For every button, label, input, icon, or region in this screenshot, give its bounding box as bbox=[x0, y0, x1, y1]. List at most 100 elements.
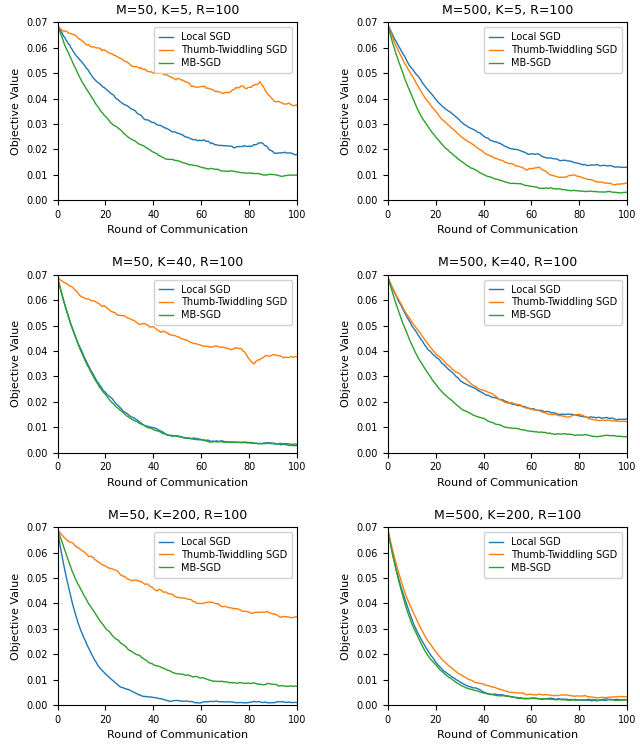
Thumb-Twiddling SGD bbox=[288, 613, 296, 622]
MB-SGD bbox=[154, 662, 162, 671]
Thumb-Twiddling SGD bbox=[154, 585, 162, 594]
Thumb-Twiddling SGD bbox=[603, 178, 611, 187]
Line: Local SGD: Local SGD bbox=[388, 278, 627, 420]
MB-SGD bbox=[513, 424, 521, 433]
Line: MB-SGD: MB-SGD bbox=[388, 530, 627, 700]
MB-SGD bbox=[76, 582, 83, 591]
MB-SGD bbox=[484, 172, 492, 181]
Line: Local SGD: Local SGD bbox=[58, 278, 297, 445]
Local SGD bbox=[76, 341, 83, 350]
Local SGD bbox=[293, 150, 301, 159]
MB-SGD bbox=[472, 411, 479, 420]
MB-SGD bbox=[54, 524, 61, 533]
MB-SGD bbox=[618, 189, 625, 198]
Thumb-Twiddling SGD bbox=[513, 400, 521, 409]
Legend: Local SGD, Thumb-Twiddling SGD, MB-SGD: Local SGD, Thumb-Twiddling SGD, MB-SGD bbox=[484, 280, 622, 325]
Line: MB-SGD: MB-SGD bbox=[58, 278, 297, 445]
Thumb-Twiddling SGD bbox=[54, 22, 61, 31]
Local SGD bbox=[484, 391, 492, 400]
Local SGD bbox=[472, 384, 479, 393]
X-axis label: Round of Communication: Round of Communication bbox=[107, 730, 248, 740]
Thumb-Twiddling SGD bbox=[274, 351, 282, 360]
Line: Thumb-Twiddling SGD: Thumb-Twiddling SGD bbox=[58, 26, 297, 106]
Y-axis label: Objective Value: Objective Value bbox=[11, 572, 21, 659]
MB-SGD bbox=[183, 433, 191, 442]
Local SGD bbox=[604, 695, 612, 704]
X-axis label: Round of Communication: Round of Communication bbox=[437, 225, 578, 236]
Thumb-Twiddling SGD bbox=[273, 610, 280, 619]
Local SGD bbox=[293, 441, 301, 450]
Thumb-Twiddling SGD bbox=[385, 24, 393, 33]
Local SGD bbox=[154, 425, 162, 434]
Local SGD bbox=[384, 273, 392, 282]
MB-SGD bbox=[406, 335, 413, 344]
Line: Thumb-Twiddling SGD: Thumb-Twiddling SGD bbox=[388, 25, 627, 185]
Thumb-Twiddling SGD bbox=[384, 21, 392, 30]
Local SGD bbox=[513, 693, 521, 702]
MB-SGD bbox=[293, 440, 301, 449]
Local SGD bbox=[623, 414, 631, 423]
MB-SGD bbox=[273, 680, 280, 689]
Thumb-Twiddling SGD bbox=[293, 612, 301, 621]
Local SGD bbox=[472, 126, 479, 135]
MB-SGD bbox=[406, 85, 413, 94]
Local SGD bbox=[293, 698, 301, 707]
X-axis label: Round of Communication: Round of Communication bbox=[437, 478, 578, 488]
Local SGD bbox=[406, 608, 413, 617]
Line: MB-SGD: MB-SGD bbox=[388, 25, 627, 193]
Thumb-Twiddling SGD bbox=[293, 352, 301, 361]
Y-axis label: Objective Value: Objective Value bbox=[11, 68, 21, 155]
Line: MB-SGD: MB-SGD bbox=[58, 25, 297, 176]
Thumb-Twiddling SGD bbox=[623, 178, 631, 187]
MB-SGD bbox=[141, 655, 148, 664]
MB-SGD bbox=[623, 188, 631, 197]
Thumb-Twiddling SGD bbox=[76, 34, 83, 43]
MB-SGD bbox=[55, 24, 63, 33]
Thumb-Twiddling SGD bbox=[76, 290, 83, 299]
MB-SGD bbox=[284, 682, 291, 691]
Thumb-Twiddling SGD bbox=[385, 276, 393, 285]
Local SGD bbox=[242, 698, 250, 707]
MB-SGD bbox=[513, 694, 521, 703]
Thumb-Twiddling SGD bbox=[385, 530, 393, 539]
Local SGD bbox=[183, 697, 191, 706]
Thumb-Twiddling SGD bbox=[55, 275, 63, 283]
Local SGD bbox=[292, 151, 300, 160]
Local SGD bbox=[612, 416, 620, 424]
Thumb-Twiddling SGD bbox=[183, 336, 191, 345]
Local SGD bbox=[55, 533, 63, 542]
Thumb-Twiddling SGD bbox=[55, 527, 63, 536]
Legend: Local SGD, Thumb-Twiddling SGD, MB-SGD: Local SGD, Thumb-Twiddling SGD, MB-SGD bbox=[484, 28, 622, 73]
Local SGD bbox=[55, 23, 63, 32]
Y-axis label: Objective Value: Objective Value bbox=[11, 320, 21, 407]
Local SGD bbox=[513, 145, 521, 154]
Local SGD bbox=[141, 115, 148, 124]
Thumb-Twiddling SGD bbox=[513, 689, 521, 698]
MB-SGD bbox=[385, 25, 393, 34]
MB-SGD bbox=[603, 187, 611, 196]
MB-SGD bbox=[54, 273, 61, 282]
Local SGD bbox=[513, 401, 521, 410]
Legend: Local SGD, Thumb-Twiddling SGD, MB-SGD: Local SGD, Thumb-Twiddling SGD, MB-SGD bbox=[154, 28, 292, 73]
Thumb-Twiddling SGD bbox=[472, 678, 479, 687]
MB-SGD bbox=[55, 278, 63, 287]
Legend: Local SGD, Thumb-Twiddling SGD, MB-SGD: Local SGD, Thumb-Twiddling SGD, MB-SGD bbox=[154, 280, 292, 325]
Thumb-Twiddling SGD bbox=[250, 360, 258, 369]
Y-axis label: Objective Value: Objective Value bbox=[341, 68, 351, 155]
MB-SGD bbox=[55, 528, 63, 537]
Title: M=500, K=5, R=100: M=500, K=5, R=100 bbox=[442, 4, 573, 17]
X-axis label: Round of Communication: Round of Communication bbox=[107, 478, 248, 488]
MB-SGD bbox=[141, 142, 148, 151]
X-axis label: Round of Communication: Round of Communication bbox=[107, 225, 248, 236]
MB-SGD bbox=[384, 525, 392, 534]
MB-SGD bbox=[611, 696, 619, 705]
MB-SGD bbox=[472, 686, 479, 695]
Local SGD bbox=[384, 20, 392, 29]
Local SGD bbox=[623, 163, 631, 172]
MB-SGD bbox=[603, 695, 611, 703]
Thumb-Twiddling SGD bbox=[603, 416, 611, 424]
MB-SGD bbox=[293, 682, 301, 691]
Thumb-Twiddling SGD bbox=[54, 273, 61, 282]
Local SGD bbox=[141, 692, 148, 701]
Local SGD bbox=[154, 694, 162, 703]
